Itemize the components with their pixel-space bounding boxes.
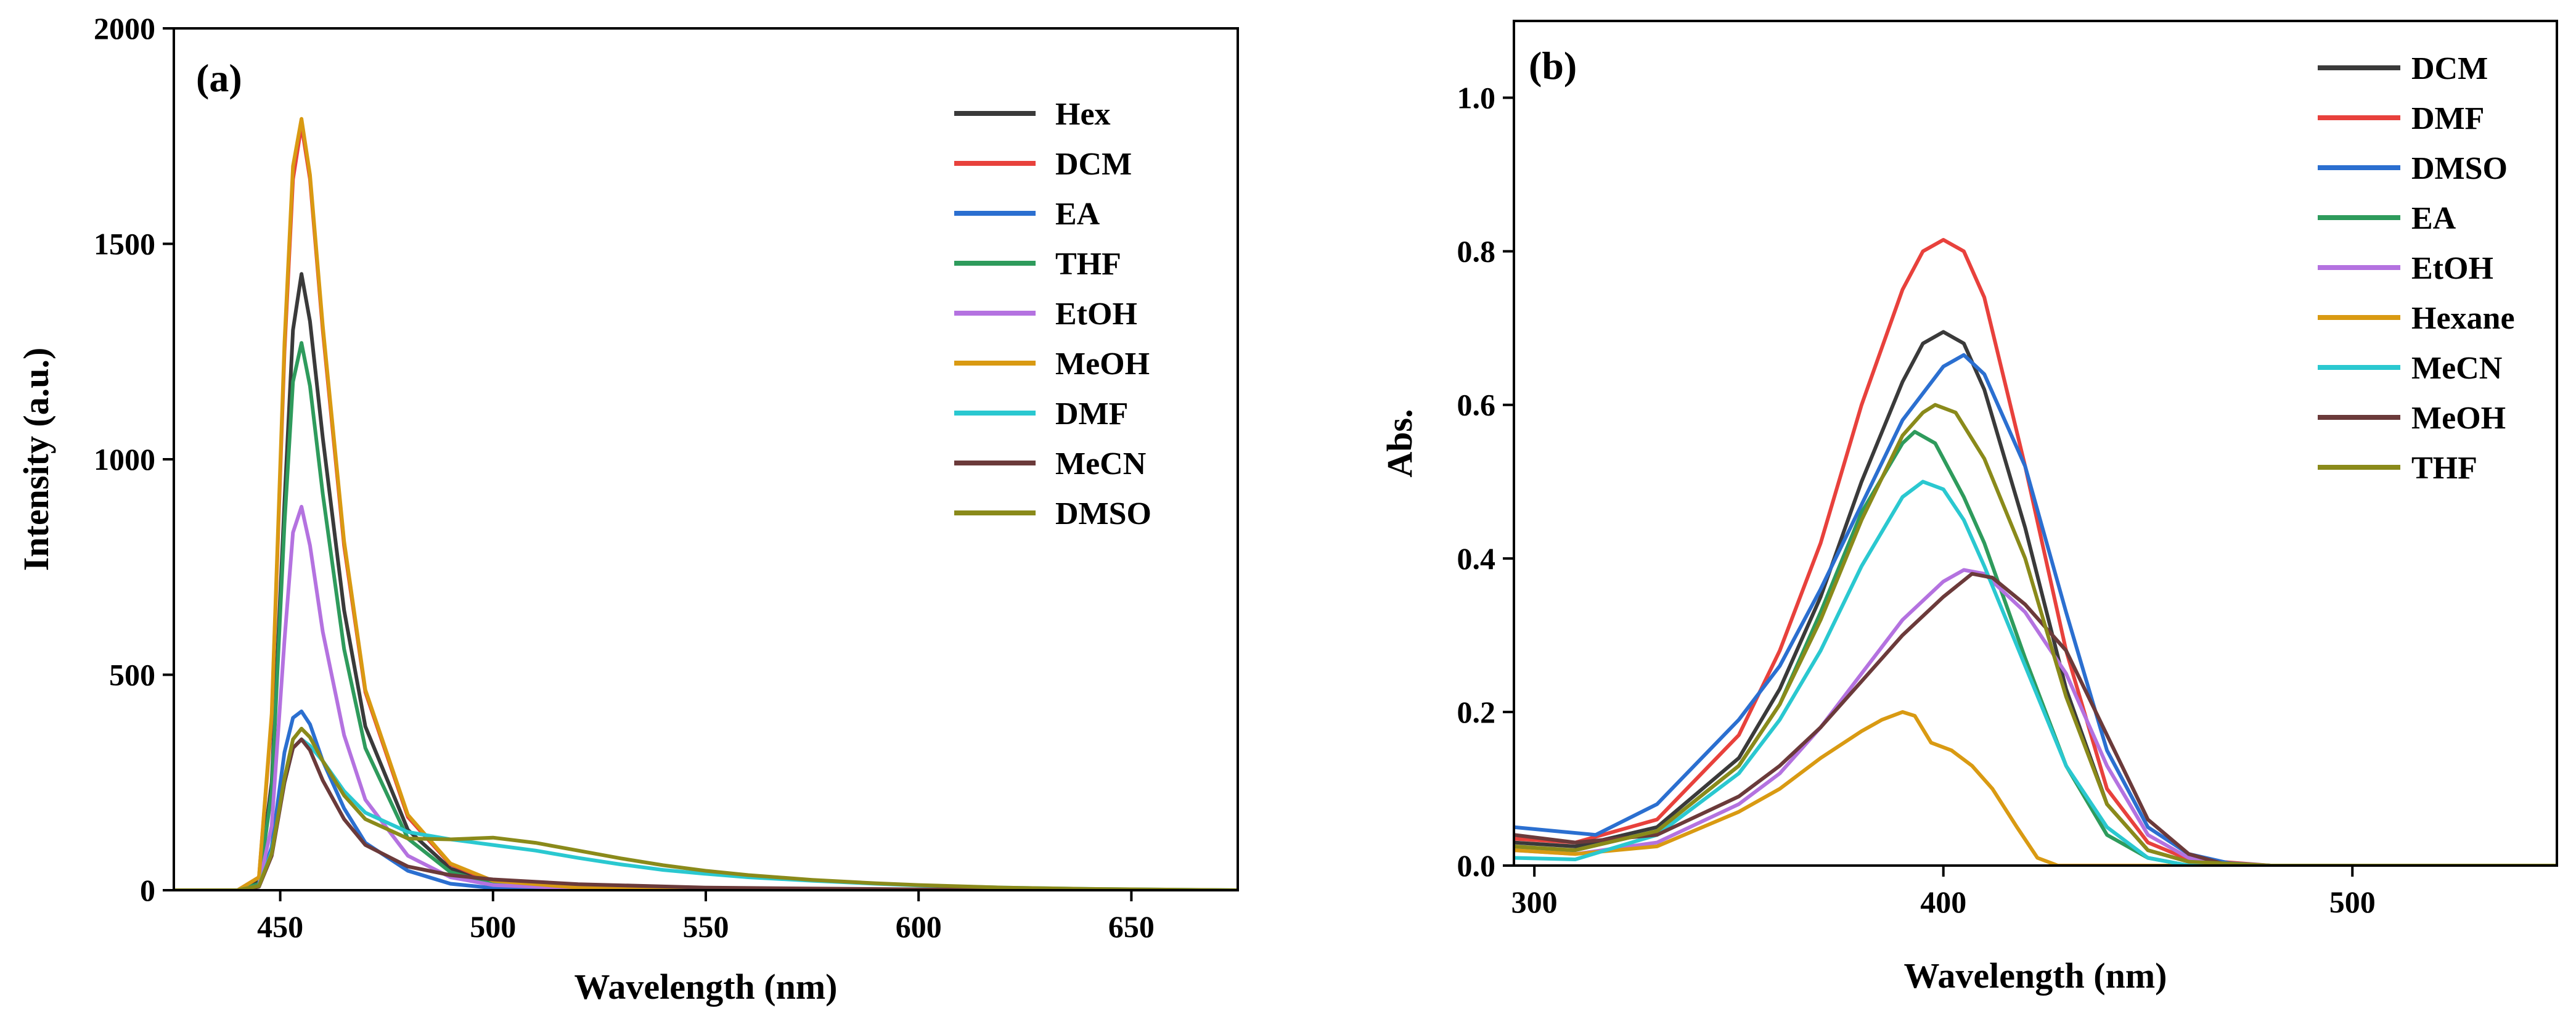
- legend-label-ea: EA: [2411, 201, 2456, 236]
- panel-a: 450 500 550 600 650 0 500 1000 1500 2000 Wavelengt…: [16, 11, 1239, 1007]
- series-line-meoh: [1514, 571, 2557, 866]
- series-line-dmso: [1514, 353, 2557, 866]
- legend-label-etoh: EtOH: [1055, 297, 1137, 332]
- legend-label-meoh: MeOH: [1055, 346, 1150, 382]
- legend-label-ea: EA: [1055, 197, 1100, 232]
- legend: Hex DCM EA THF EtOH MeOH DMF MeCN DMSO: [954, 97, 1151, 531]
- legend: DCM DMF DMSO EA EtOH Hexane MeCN MeOH THF: [2318, 51, 2515, 486]
- legend-label-meoh: MeOH: [2411, 401, 2506, 436]
- x-tick-label: 550: [683, 909, 729, 944]
- series-line-mecn: [174, 737, 1238, 890]
- y-tick-label: 1.0: [1457, 81, 1496, 115]
- series-line-dmf: [174, 737, 1238, 890]
- y-tick-label: 1500: [94, 227, 155, 261]
- x-axis-title: Wavelength (nm): [1904, 956, 2167, 996]
- y-tick-label: 500: [109, 658, 155, 692]
- series-line-dmso: [174, 726, 1238, 890]
- legend-label-mecn: MeCN: [2411, 351, 2502, 386]
- y-tick-label: 0: [140, 873, 155, 907]
- series-line-thf: [1514, 403, 2557, 866]
- y-axis-title: Intensity (a.u.): [16, 348, 56, 571]
- x-tick-label: 450: [257, 909, 303, 944]
- x-tick-label: 300: [1511, 885, 1558, 919]
- legend-label-hexane: Hexane: [2411, 301, 2515, 336]
- legend-label-dmf: DMF: [1055, 396, 1128, 432]
- x-tick-label: 500: [2329, 885, 2376, 919]
- x-tick-label: 600: [896, 909, 942, 944]
- y-axis-title: Abs.: [1380, 409, 1420, 477]
- legend-label-hex: Hex: [1055, 97, 1111, 132]
- y-tick-label: 0.0: [1457, 848, 1496, 883]
- x-tick-label: 500: [470, 909, 516, 944]
- y-tick-label: 0.2: [1457, 695, 1496, 729]
- legend-label-dcm: DCM: [1055, 147, 1132, 182]
- legend-label-dmf: DMF: [2411, 101, 2484, 136]
- series-line-meoh: [174, 117, 1238, 890]
- legend-label-etoh: EtOH: [2411, 251, 2493, 286]
- x-axis-title: Wavelength (nm): [574, 967, 838, 1007]
- y-tick-label: 1000: [94, 442, 155, 477]
- legend-label-dmso: DMSO: [1055, 496, 1151, 531]
- series-line-hexane: [1514, 710, 2557, 866]
- x-tick-label: 400: [1920, 885, 1966, 919]
- legend-label-dmso: DMSO: [2411, 151, 2508, 186]
- panel-label: (a): [196, 56, 242, 100]
- y-tick-label: 2000: [94, 11, 155, 46]
- y-tick-label: 0.6: [1457, 388, 1496, 422]
- panel-b: 300 400 500 0.0 0.2 0.4 0.6 0.8 1.0 Wavelength (n…: [1380, 20, 2558, 996]
- series-line-mecn: [1514, 480, 2557, 866]
- plot-frame: [1513, 20, 2558, 867]
- series-line-etoh: [1514, 568, 2557, 866]
- series-line-etoh: [174, 504, 1238, 890]
- legend-label-thf: THF: [1055, 247, 1121, 282]
- x-tick-label: 650: [1108, 909, 1155, 944]
- y-tick-label: 0.4: [1457, 541, 1496, 576]
- plot-area: [174, 117, 1238, 890]
- legend-label-thf: THF: [2411, 451, 2477, 486]
- y-tick-label: 0.8: [1457, 234, 1496, 269]
- series-line-dmf: [1514, 238, 2557, 866]
- legend-label-dcm: DCM: [2411, 51, 2488, 86]
- legend-label-mecn: MeCN: [1055, 446, 1146, 481]
- plot-area: [1514, 238, 2557, 866]
- panel-label: (b): [1529, 44, 1577, 88]
